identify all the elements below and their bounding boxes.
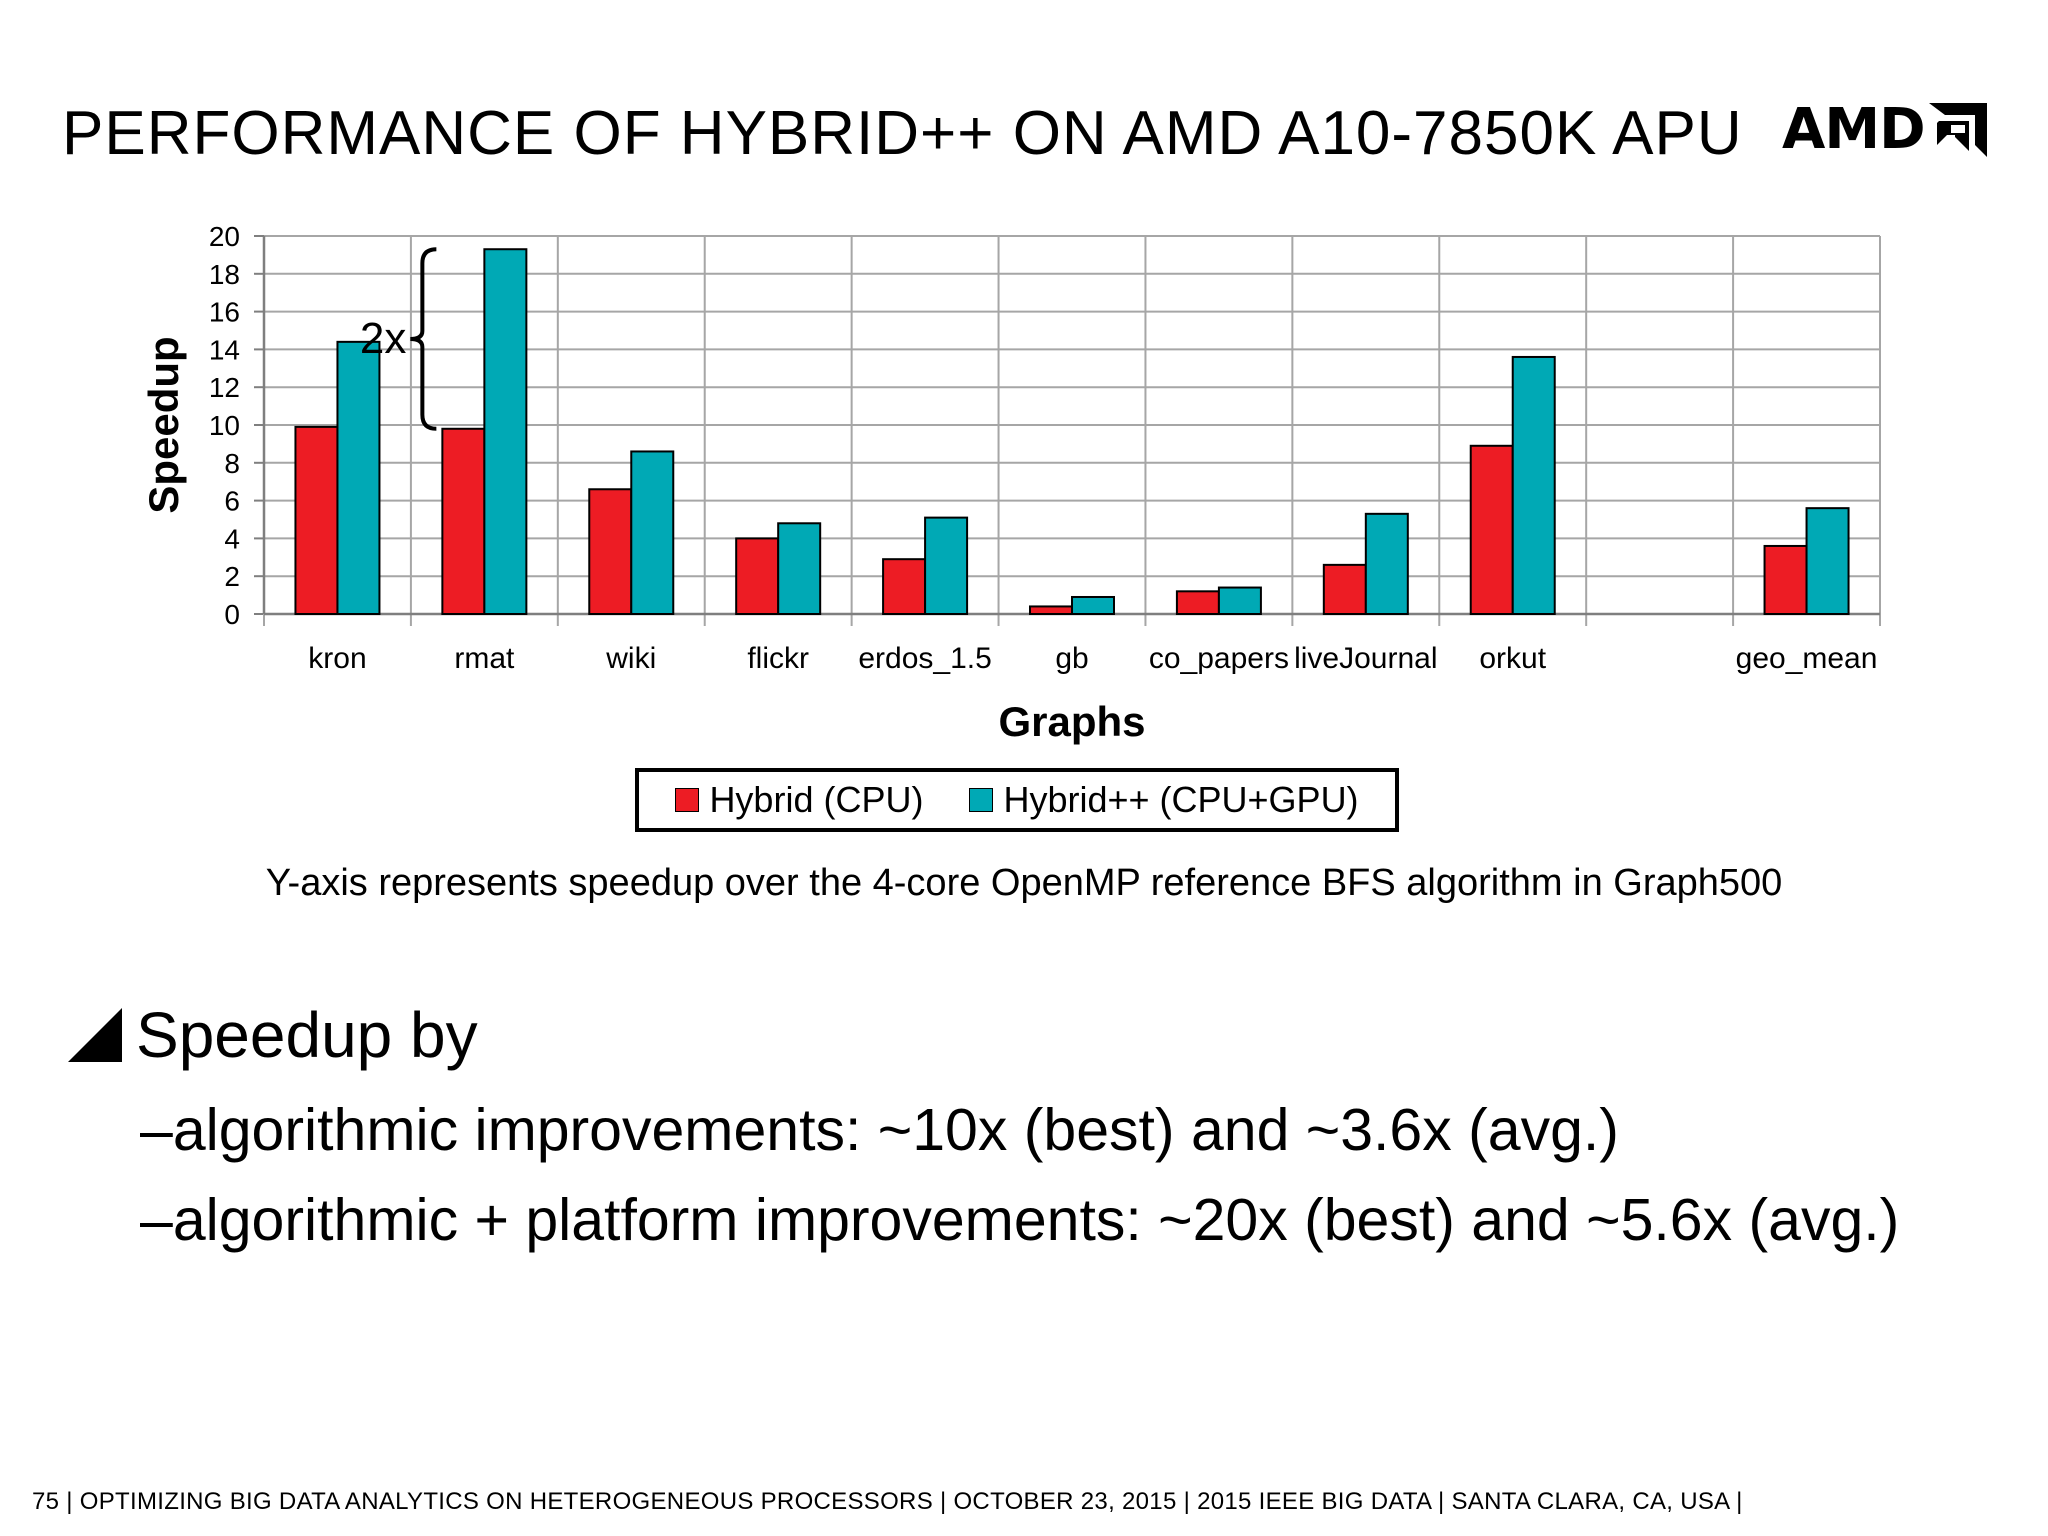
bar	[336, 340, 381, 615]
x-tick-label: orkut	[1479, 642, 1546, 675]
bar	[441, 427, 486, 615]
slide-footer: 75 | OPTIMIZING BIG DATA ANALYTICS ON HE…	[32, 1488, 1743, 1515]
bar	[1175, 590, 1220, 616]
y-tick-label: 8	[224, 448, 240, 479]
bar	[1511, 355, 1556, 615]
bar	[1217, 586, 1262, 615]
annotation-label: 2x	[360, 314, 406, 363]
legend-label-hybrid-cpu: Hybrid (CPU)	[709, 779, 924, 820]
y-tick-label: 12	[209, 372, 240, 403]
amd-logo: AMD	[1782, 101, 2000, 159]
bar	[1763, 544, 1808, 616]
x-tick-label: kron	[308, 642, 366, 675]
x-tick-label: rmat	[454, 642, 515, 675]
y-tick-label: 0	[224, 599, 240, 630]
sub-bullet-algorithmic: –algorithmic improvements: ~10x (best) a…	[140, 1097, 1619, 1163]
bar	[1029, 605, 1073, 616]
bar	[588, 488, 633, 616]
slide-title: PERFORMANCE OF HYBRID++ ON AMD A10-7850K…	[62, 99, 1743, 168]
annotation-bracket	[410, 247, 437, 431]
bar	[1805, 507, 1850, 615]
bar	[777, 522, 822, 616]
legend-swatch-hybrid-cpu	[675, 788, 700, 812]
bar	[1071, 595, 1115, 615]
y-tick-label: 6	[224, 486, 240, 517]
bar	[1469, 444, 1514, 616]
sub-bullet-platform: –algorithmic + platform improvements: ~2…	[140, 1187, 1900, 1253]
x-tick-label: gb	[1055, 642, 1088, 675]
bar	[1322, 563, 1367, 615]
x-tick-label: co_papers	[1149, 642, 1289, 675]
x-tick-label: erdos_1.5	[858, 642, 991, 675]
legend-item-hybrid-cpu: Hybrid (CPU)	[675, 779, 923, 821]
bar	[735, 537, 780, 616]
bar	[1364, 512, 1409, 616]
bar	[630, 450, 675, 615]
y-tick-label: 18	[209, 259, 240, 290]
bar	[882, 558, 927, 616]
y-tick-label: 4	[224, 523, 240, 554]
amd-arrow-icon	[1928, 103, 1987, 157]
x-tick-label: liveJournal	[1294, 642, 1437, 675]
legend-label-hybrid-plus: Hybrid++ (CPU+GPU)	[1003, 779, 1359, 820]
chart-caption: Y-axis represents speedup over the 4-cor…	[265, 862, 1783, 904]
triangle-bullet-icon	[68, 1008, 122, 1062]
y-tick-label: 20	[209, 221, 240, 252]
legend-item-hybrid-plus: Hybrid++ (CPU+GPU)	[969, 779, 1359, 821]
amd-logo-text: AMD	[1782, 97, 1926, 162]
y-tick-label: 10	[209, 410, 240, 441]
bullet-speedup: Speedup by	[66, 998, 478, 1072]
x-tick-label: geo_mean	[1736, 642, 1878, 675]
y-axis-title: Speedup	[140, 336, 187, 513]
y-tick-label: 16	[209, 297, 240, 328]
x-axis-title: Graphs	[998, 698, 1145, 745]
bar	[924, 516, 969, 615]
y-tick-label: 2	[224, 561, 240, 592]
bar	[294, 425, 339, 616]
y-tick-label: 14	[209, 334, 240, 365]
x-tick-label: flickr	[747, 642, 809, 675]
bullet-text: Speedup by	[136, 999, 478, 1071]
speedup-bar-chart: 0 2 4 6 8 10 12 14 16 18 20 kron rmat wiki flickr erdos…	[140, 221, 1881, 745]
chart-legend: Hybrid (CPU) Hybrid++ (CPU+GPU)	[635, 768, 1399, 832]
x-tick-label: wiki	[605, 642, 656, 675]
bar	[483, 248, 528, 615]
legend-swatch-hybrid-plus	[969, 788, 994, 812]
